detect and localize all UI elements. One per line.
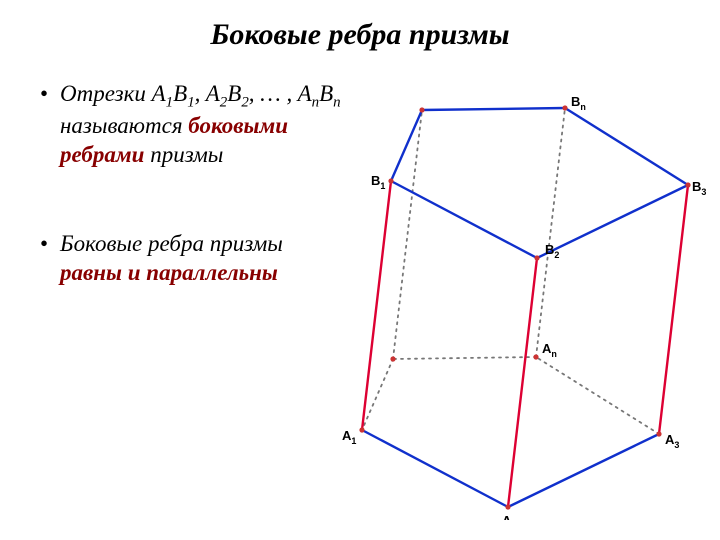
svg-text:Bn: Bn	[571, 94, 586, 112]
page-title: Боковые ребра призмы	[0, 0, 720, 60]
bullet-1: Отрезки A1B1, A2B2, … , AnBn называются …	[46, 80, 350, 170]
svg-text:B3: B3	[692, 179, 706, 197]
svg-text:B1: B1	[371, 173, 385, 191]
svg-text:A2: A2	[502, 513, 516, 520]
text-content: Отрезки A1B1, A2B2, … , AnBn называются …	[30, 80, 350, 347]
highlight-equal-parallel: равны и параллельны	[60, 260, 278, 285]
svg-text:A1: A1	[342, 428, 356, 446]
svg-text:A3: A3	[665, 432, 679, 450]
bullet-2: Боковые ребра призмы равны и параллельны	[46, 230, 350, 288]
prism-diagram: B1B2B3BnA1A2A3An	[340, 80, 710, 520]
svg-text:An: An	[542, 341, 557, 359]
